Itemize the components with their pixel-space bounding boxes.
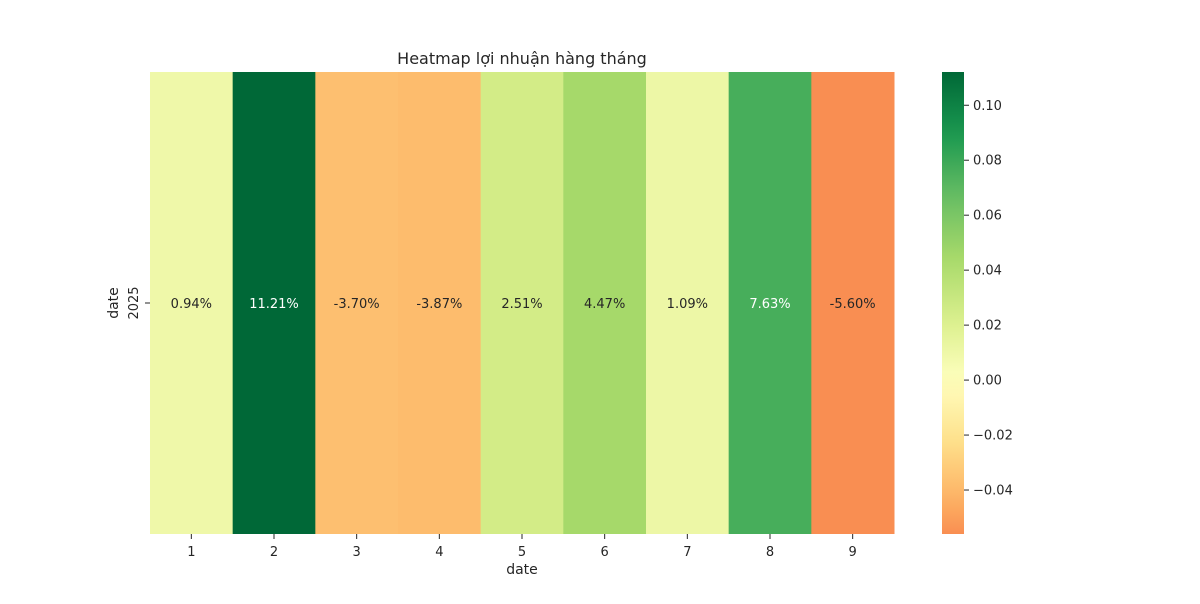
colorbar-tick-label: 0.10: [973, 99, 1002, 114]
colorbar-tick-label: 0.00: [973, 374, 1002, 389]
x-tick-label: 2: [270, 545, 278, 560]
cell-value-label: 1.09%: [667, 297, 708, 312]
cell-value-label: 11.21%: [249, 297, 299, 312]
colorbar-tick-label: 0.08: [973, 154, 1002, 169]
cell-value-label: 2.51%: [501, 297, 542, 312]
heatmap-cell: [398, 72, 482, 534]
colorbar-gradient: [942, 72, 964, 534]
colorbar-tick-label: −0.04: [973, 484, 1013, 499]
x-axis-label: date: [506, 562, 538, 578]
cell-value-label: -3.87%: [416, 297, 462, 312]
cell-value-label: -5.60%: [830, 297, 876, 312]
heatmap-cell: [232, 72, 316, 534]
x-tick-label: 3: [353, 545, 361, 560]
x-tick-label: 5: [518, 545, 526, 560]
x-tick-label: 9: [849, 545, 857, 560]
y-axis-label: date: [106, 287, 122, 319]
x-tick-label: 7: [683, 545, 691, 560]
colorbar-tick-label: −0.02: [973, 429, 1013, 444]
x-axis: 1 2 3 4 5 6 7 8 9: [187, 534, 857, 560]
x-tick-label: 4: [435, 545, 443, 560]
y-axis: 2025: [127, 286, 150, 320]
x-tick-label: 1: [187, 545, 195, 560]
heatmap-cell: [150, 72, 234, 534]
colorbar: 0.10 0.08 0.06 0.04 0.02 0.00 −0.02 −0.04: [942, 72, 1013, 534]
x-tick-label: 6: [601, 545, 609, 560]
y-tick-label: 2025: [127, 286, 142, 319]
colorbar-tick-label: 0.02: [973, 319, 1002, 334]
cell-value-label: -3.70%: [334, 297, 380, 312]
heatmap-cell: [811, 72, 895, 534]
x-tick-label: 8: [766, 545, 774, 560]
heatmap-cell: [480, 72, 564, 534]
colorbar-tick-label: 0.06: [973, 209, 1002, 224]
cell-value-label: 7.63%: [749, 297, 790, 312]
chart-title: Heatmap lợi nhuận hàng tháng: [397, 49, 647, 68]
heatmap-cells: 0.94% 11.21% -3.70% -3.87% 2.51% 4.47% 1.09% 7.…: [150, 72, 895, 534]
colorbar-tick-label: 0.04: [973, 264, 1002, 279]
cell-value-label: 4.47%: [584, 297, 625, 312]
heatmap-cell: [646, 72, 730, 534]
heatmap-cell: [315, 72, 399, 534]
heatmap-cell: [563, 72, 647, 534]
heatmap-cell: [728, 72, 812, 534]
cell-value-label: 0.94%: [171, 297, 212, 312]
